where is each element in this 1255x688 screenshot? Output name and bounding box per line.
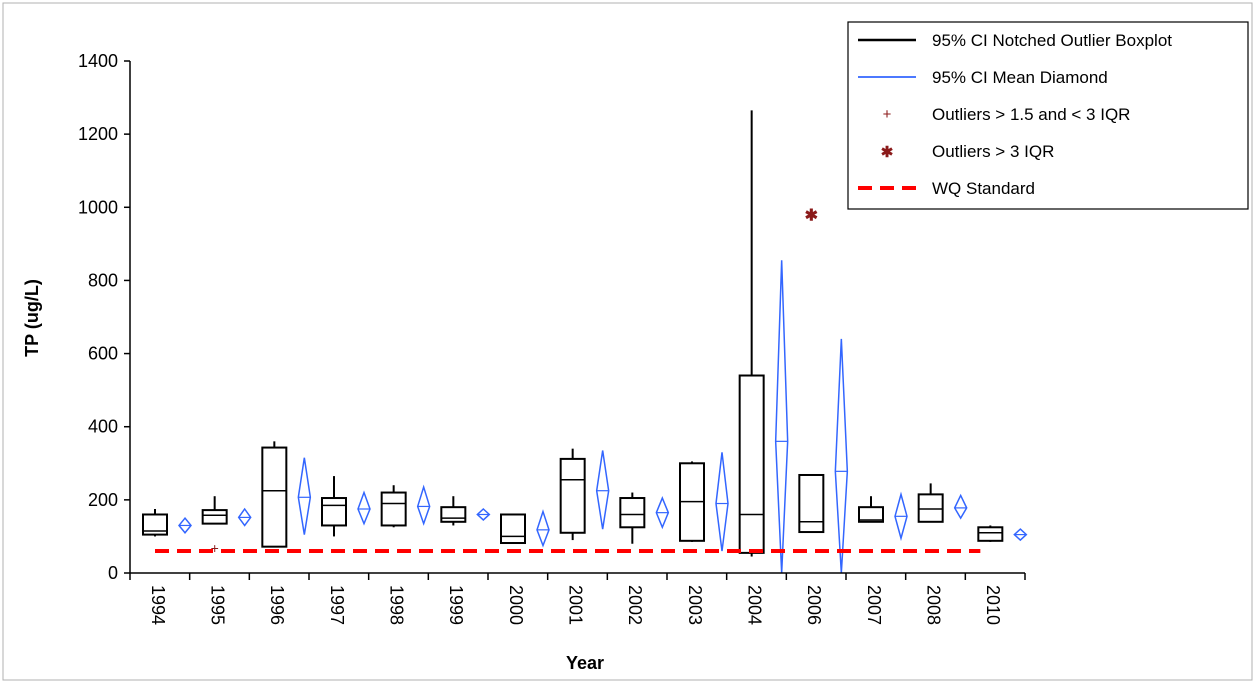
box-group [679,452,729,552]
mean-diamond [476,507,491,521]
legend: 95% CI Notched Outlier Boxplot 95% CI Mea… [847,21,1249,210]
box-iqr [321,497,347,527]
mean-diamond [595,450,610,530]
box-iqr [440,506,467,523]
y-tick-label: 1200 [78,124,118,144]
y-tick-label: 1000 [78,197,118,217]
box-group [858,491,908,542]
box-group [559,448,610,541]
x-tick-label: 2003 [685,585,705,625]
box-iqr [380,491,407,527]
x-tick-label: 1994 [148,585,168,625]
box-group [917,483,968,523]
box-iqr [500,513,526,545]
y-tick-label: 800 [88,270,118,290]
legend-label: Outliers > 1.5 and < 3 IQR [932,105,1130,124]
box-group: + [201,496,252,556]
box-group [321,476,371,537]
box-group [440,496,491,526]
outlier-mild: + [211,540,219,556]
box-iqr [261,446,288,548]
mean-diamond [536,509,550,548]
mean-diamond [357,490,371,526]
x-tick-label: 1998 [387,585,407,625]
mean-diamond [715,452,729,552]
mean-diamond [237,507,252,527]
legend-label: 95% CI Notched Outlier Boxplot [932,31,1172,50]
x-tick-label: 2001 [566,585,586,625]
box-iqr [977,526,1004,542]
box-iqr [917,493,944,523]
y-tick-label: 400 [88,417,118,437]
legend-label: 95% CI Mean Diamond [932,68,1108,87]
x-tick-label: 1999 [446,585,466,625]
x-tick-label: 2007 [864,585,884,625]
box-group [619,492,670,544]
x-tick-label: 2004 [745,585,765,625]
mean-diamond [1013,528,1028,542]
box-iqr [559,457,586,534]
mean-diamond [953,493,968,520]
y-tick-label: 600 [88,344,118,364]
box-iqr [858,506,884,523]
x-tick-label: 2008 [924,585,944,625]
box-group [380,484,431,528]
box-group [977,525,1028,542]
x-tick-label: 2000 [506,585,526,625]
y-tick-label: 200 [88,490,118,510]
box-group [142,509,192,537]
box-iqr [619,497,646,529]
legend-box [847,21,1249,210]
outlier-extreme: ✱ [805,208,818,225]
x-axis-label: Year [566,653,604,673]
mean-diamond [416,484,431,526]
x-tick-label: 2002 [625,585,645,625]
x-tick-label: 1995 [208,585,228,625]
legend-swatch: ✱ [881,144,894,161]
box-group [261,441,312,548]
box-group [500,509,550,548]
mean-diamond [894,491,908,542]
box-iqr [142,513,168,536]
mean-diamond [297,457,312,535]
legend-label: WQ Standard [932,179,1035,198]
x-tick-label: 2006 [804,585,824,625]
y-axis-label: TP (ug/L) [22,279,42,357]
plot-area: +✱ [142,110,1028,574]
box-iqr [798,473,825,534]
x-tick-label: 1996 [267,585,287,625]
y-tick-label: 0 [108,563,118,583]
mean-diamond [178,516,192,534]
axes: 0 200 400 600 800 1000 1200 1400 1994 1995 1996 199… [78,51,1026,625]
mean-diamond [655,496,670,530]
box-iqr [201,509,228,525]
x-tick-label: 2010 [983,585,1003,625]
y-tick-label: 1400 [78,51,118,71]
x-tick-label: 1997 [327,585,347,625]
legend-swatch: + [883,106,892,123]
legend-label: Outliers > 3 IQR [932,142,1054,161]
